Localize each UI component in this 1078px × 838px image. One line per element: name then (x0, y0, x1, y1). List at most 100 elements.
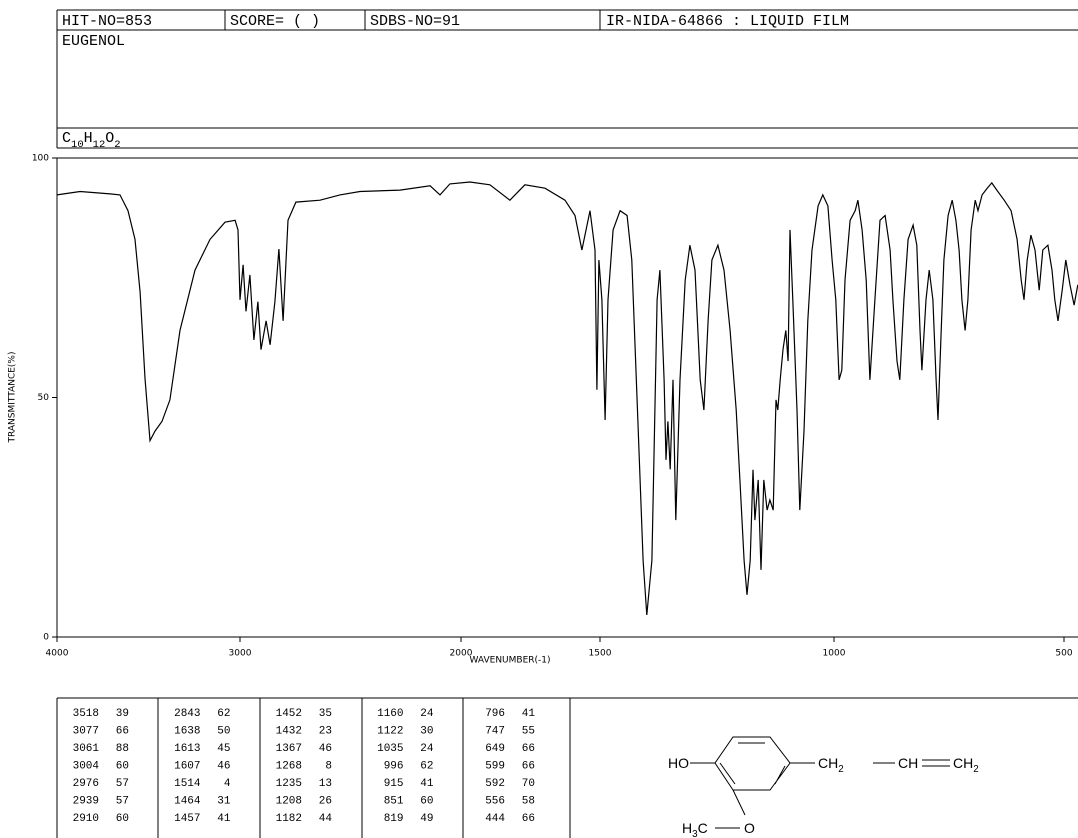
peak-wavenumber: 1035 (377, 743, 403, 755)
spectrum-line (56, 181, 1078, 616)
peak-wavenumber: 747 (485, 725, 505, 737)
peak-transmittance: 45 (217, 743, 230, 755)
peak-wavenumber: 1514 (174, 778, 201, 790)
x-tick-label: 1000 (823, 649, 846, 659)
peak-transmittance: 46 (217, 760, 230, 772)
peak-wavenumber: 1182 (276, 813, 302, 825)
peak-wavenumber: 1160 (377, 708, 403, 720)
peak-wavenumber: 1367 (276, 743, 302, 755)
peak-wavenumber: 1464 (174, 795, 201, 807)
peak-wavenumber: 3004 (73, 760, 100, 772)
y-tick-label: 0 (43, 633, 49, 643)
peak-transmittance: 4 (224, 778, 231, 790)
peak-wavenumber: 444 (485, 813, 505, 825)
plot-frame (56, 157, 1078, 638)
method: IR-NIDA-64866 : LIQUID FILM (606, 13, 849, 30)
peak-transmittance: 31 (217, 795, 231, 807)
peak-wavenumber: 3061 (73, 743, 100, 755)
x-axis-label: WAVENUMBER(-1) (469, 656, 550, 666)
peak-wavenumber: 796 (485, 708, 505, 720)
peak-wavenumber: 1607 (174, 760, 200, 772)
peak-wavenumber: 2939 (73, 795, 99, 807)
peak-wavenumber: 1638 (174, 725, 200, 737)
hit-no: HIT-NO=853 (62, 13, 152, 30)
peak-transmittance: 41 (522, 708, 536, 720)
structure: HO CH2 CH CH2 H3C O (668, 736, 979, 838)
peak-transmittance: 62 (420, 760, 433, 772)
x-tick-label: 1500 (589, 649, 612, 659)
peak-transmittance: 24 (420, 743, 434, 755)
peak-wavenumber: 851 (384, 795, 404, 807)
peak-transmittance: 66 (522, 743, 535, 755)
peak-transmittance: 66 (522, 813, 535, 825)
peak-wavenumber: 1208 (276, 795, 302, 807)
atom-label: H3C (682, 820, 708, 838)
peak-transmittance: 66 (522, 760, 535, 772)
peak-transmittance: 66 (116, 725, 129, 737)
peak-transmittance: 62 (217, 708, 230, 720)
peak-wavenumber: 1457 (174, 813, 200, 825)
sdbs-no: SDBS-NO=91 (370, 13, 460, 30)
atom-label: CH2 (953, 755, 979, 775)
peak-wavenumber: 2843 (174, 708, 200, 720)
peak-transmittance: 35 (319, 708, 332, 720)
peak-wavenumber: 2910 (73, 813, 99, 825)
y-axis-label: TRANSMITTANCE(%) (8, 352, 18, 444)
atom-label: HO (668, 755, 689, 771)
atom-label: CH2 (818, 755, 844, 775)
peak-transmittance: 41 (420, 778, 434, 790)
peak-wavenumber: 556 (485, 795, 505, 807)
peak-wavenumber: 3518 (73, 708, 99, 720)
peak-transmittance: 49 (420, 813, 433, 825)
peak-transmittance: 8 (325, 760, 332, 772)
peak-wavenumber: 2976 (73, 778, 99, 790)
peak-wavenumber: 592 (485, 778, 505, 790)
peak-transmittance: 30 (420, 725, 433, 737)
peak-wavenumber: 819 (384, 813, 404, 825)
peak-wavenumber: 599 (485, 760, 505, 772)
peak-transmittance: 88 (116, 743, 129, 755)
peak-wavenumber: 1452 (276, 708, 302, 720)
peak-wavenumber: 649 (485, 743, 505, 755)
header-lines (56, 9, 1078, 149)
x-tick-label: 4000 (46, 649, 69, 659)
peak-transmittance: 26 (319, 795, 332, 807)
y-tick-label: 50 (38, 393, 50, 403)
peak-transmittance: 39 (116, 708, 129, 720)
atom-label: O (744, 820, 755, 836)
score: SCORE= ( ) (230, 13, 320, 30)
peak-transmittance: 60 (420, 795, 433, 807)
peak-transmittance: 50 (217, 725, 230, 737)
table-lines (56, 697, 1078, 838)
peak-transmittance: 60 (116, 813, 129, 825)
peak-transmittance: 70 (522, 778, 535, 790)
formula: C10H12O2 (62, 130, 121, 151)
peak-wavenumber: 1268 (276, 760, 302, 772)
y-tick-label: 100 (32, 154, 49, 164)
x-tick-label: 3000 (229, 649, 252, 659)
peak-wavenumber: 996 (384, 760, 404, 772)
peak-wavenumber: 915 (384, 778, 404, 790)
header-box: HIT-NO=853 SCORE= ( ) SDBS-NO=91 IR-NIDA… (56, 9, 1078, 151)
peak-transmittance: 13 (319, 778, 332, 790)
atom-label: CH (898, 755, 918, 771)
peak-transmittance: 57 (116, 795, 129, 807)
peak-table: 3518 39 3077 66 3061 88 3004 60 2976 57 2939 57 2910… (56, 697, 1078, 838)
peak-transmittance: 44 (319, 813, 333, 825)
x-tick-label: 2000 (450, 649, 473, 659)
benzene-ring (714, 736, 791, 791)
x-tick-label: 500 (1055, 649, 1072, 659)
peak-wavenumber: 1432 (276, 725, 302, 737)
peak-transmittance: 23 (319, 725, 332, 737)
peak-wavenumber: 3077 (73, 725, 99, 737)
peak-transmittance: 60 (116, 760, 129, 772)
bonds (690, 759, 950, 829)
compound-name: EUGENOL (62, 33, 125, 50)
peak-transmittance: 58 (522, 795, 535, 807)
peak-wavenumber: 1613 (174, 743, 200, 755)
peak-wavenumber: 1235 (276, 778, 302, 790)
peak-transmittance: 24 (420, 708, 434, 720)
peak-transmittance: 46 (319, 743, 332, 755)
peak-transmittance: 41 (217, 813, 231, 825)
